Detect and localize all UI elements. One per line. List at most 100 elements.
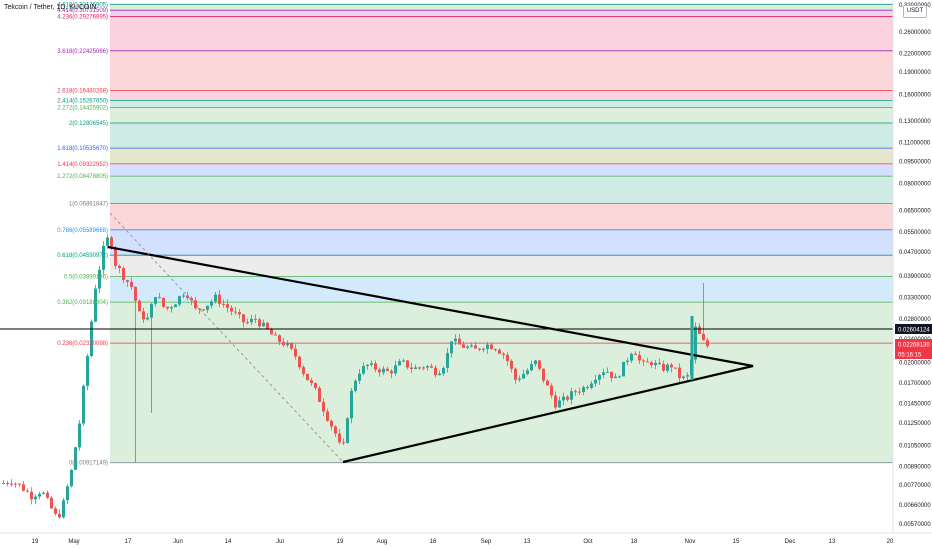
candle-body bbox=[522, 374, 525, 379]
candle-body bbox=[546, 380, 549, 386]
candle-body bbox=[58, 513, 61, 518]
candle-body bbox=[562, 396, 565, 401]
candle-body bbox=[190, 297, 193, 301]
candle-body bbox=[98, 269, 101, 289]
candle-body bbox=[526, 370, 529, 375]
fib-level-lines bbox=[110, 3, 893, 464]
currency-label[interactable]: USDT bbox=[903, 5, 927, 18]
candle-body bbox=[638, 354, 641, 361]
candlestick-series bbox=[2, 234, 709, 519]
candle-body bbox=[610, 371, 613, 379]
fib-level-label: 1(0.06861847) bbox=[69, 201, 108, 207]
candle-body bbox=[42, 492, 45, 494]
time-tick: 15 bbox=[733, 539, 740, 545]
time-tick: 20 bbox=[887, 539, 894, 545]
symbol-title[interactable]: Tekcoin / Tether, 1D, KUCOIN bbox=[4, 4, 97, 11]
candle-body bbox=[182, 295, 185, 297]
candle-body bbox=[194, 300, 197, 309]
time-tick: 18 bbox=[631, 539, 638, 545]
time-tick: Nov bbox=[685, 539, 696, 545]
candle-body bbox=[198, 308, 201, 310]
fib-level-label: 0.382(0.03188804) bbox=[57, 300, 108, 306]
candle-body bbox=[694, 326, 697, 360]
fib-zone bbox=[110, 276, 893, 303]
candle-body bbox=[418, 367, 421, 369]
candle-body bbox=[146, 317, 149, 320]
price-tick: 0.05500000 bbox=[899, 230, 931, 236]
price-tick: 0.00770000 bbox=[899, 483, 931, 489]
candle-body bbox=[262, 322, 265, 327]
candle-body bbox=[390, 370, 393, 374]
candle-body bbox=[318, 387, 321, 402]
candle-body bbox=[110, 237, 113, 248]
candle-body bbox=[642, 360, 645, 362]
time-tick: May bbox=[68, 539, 79, 545]
fib-level-labels: 4.618(0.32176905)4.414(0.30731509)4.236(… bbox=[57, 2, 108, 466]
candle-body bbox=[134, 286, 137, 301]
candle-body bbox=[406, 360, 409, 368]
candle-body bbox=[290, 343, 293, 349]
fib-level-label: 3.618(0.22425066) bbox=[57, 49, 108, 55]
fib-zone bbox=[110, 343, 893, 463]
candle-body bbox=[362, 366, 365, 374]
fib-level-label: 4.414(0.30731509) bbox=[57, 8, 108, 14]
fib-level-label: 4.618(0.32176905) bbox=[57, 2, 108, 8]
candle-body bbox=[622, 361, 625, 377]
price-axis-bg bbox=[893, 0, 932, 550]
candle-body bbox=[310, 380, 313, 384]
candle-body bbox=[66, 486, 69, 501]
candle-body bbox=[282, 341, 285, 346]
price-axis[interactable]: 0.320000000.260000000.220000000.19000000… bbox=[892, 0, 932, 550]
candle-body bbox=[490, 344, 493, 350]
fib-zone bbox=[110, 163, 893, 177]
candle-body bbox=[382, 368, 385, 373]
candle-body bbox=[502, 353, 505, 355]
fib-zone bbox=[110, 10, 893, 17]
candle-body bbox=[514, 368, 517, 380]
candle-body bbox=[270, 329, 273, 335]
candle-body bbox=[314, 383, 317, 388]
candle-body bbox=[498, 349, 501, 354]
price-label: 0.02604124 bbox=[898, 328, 930, 334]
candle-body bbox=[150, 303, 153, 318]
candle-body bbox=[38, 493, 41, 497]
price-tick: 0.00890000 bbox=[899, 465, 931, 471]
candle-body bbox=[70, 469, 73, 487]
candle-body bbox=[518, 378, 521, 380]
candle-body bbox=[706, 340, 709, 347]
fib-level-label: 0(0.00917149) bbox=[69, 461, 108, 467]
candle-body bbox=[458, 338, 461, 345]
candle-body bbox=[698, 326, 701, 334]
candle-body bbox=[386, 368, 389, 371]
triangle-pattern bbox=[107, 245, 754, 464]
candle-body bbox=[402, 360, 405, 362]
price-tick: 0.00570000 bbox=[899, 522, 931, 528]
candle-body bbox=[530, 364, 533, 371]
candle-body bbox=[410, 367, 413, 369]
candle-body bbox=[102, 245, 105, 270]
candle-body bbox=[234, 311, 237, 313]
candle-body bbox=[50, 497, 53, 509]
trendline-drawings bbox=[0, 212, 893, 464]
candle-body bbox=[254, 318, 257, 320]
price-tick: 0.01250000 bbox=[899, 421, 931, 427]
candle-body bbox=[306, 373, 309, 381]
candle-body bbox=[422, 367, 425, 369]
fib-zone bbox=[110, 90, 893, 101]
candle-body bbox=[138, 300, 141, 312]
time-tick: 13 bbox=[524, 539, 531, 545]
candle-body bbox=[550, 385, 553, 396]
candle-body bbox=[686, 375, 689, 377]
candle-body bbox=[374, 363, 377, 370]
time-axis[interactable]: 19 May 17 Jun 14 Jul 19 Aug 16 Sep 13 Oct 18 Nov 15 Dec… bbox=[0, 532, 932, 550]
price-tick: 0.11000000 bbox=[899, 141, 931, 147]
candle-body bbox=[294, 348, 297, 357]
fib-level-label: 0.618(0.04590972) bbox=[57, 253, 108, 259]
candle-body bbox=[338, 433, 341, 443]
fib-fill-zones bbox=[110, 4, 893, 463]
candle-body bbox=[394, 365, 397, 374]
fib-level-label: 2.272(0.14425902) bbox=[57, 106, 108, 112]
candle-body bbox=[274, 334, 277, 336]
time-tick: Sep bbox=[481, 539, 492, 545]
